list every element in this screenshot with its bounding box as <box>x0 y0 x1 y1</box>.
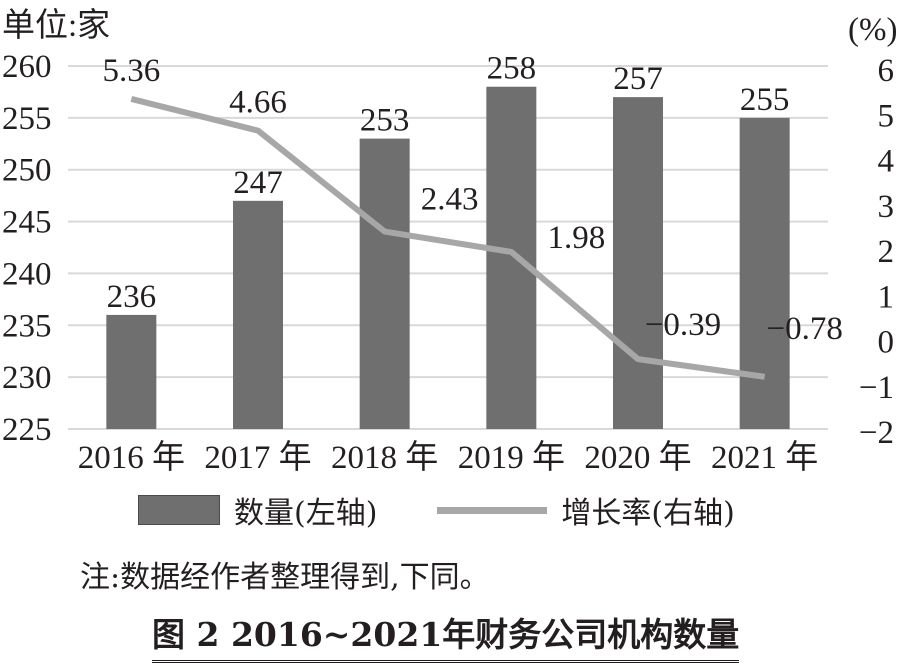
bar <box>613 97 663 429</box>
left-axis-ticks: 260 255 250 245 240 235 230 225 <box>2 49 52 448</box>
x-tick-label: 2018 年 <box>331 439 438 476</box>
right-tick-label: −1 <box>859 370 894 406</box>
bar-value-label: 236 <box>107 279 157 315</box>
legend-bar-swatch <box>138 495 220 525</box>
growth-line <box>130 96 766 380</box>
right-tick-label: 5 <box>878 98 895 134</box>
line-value-label: −0.39 <box>645 307 721 343</box>
chart-canvas: 单位:家 (%) 260 255 250 245 240 235 230 225 6 5 4 3 2 1… <box>2 7 897 476</box>
left-tick-label: 235 <box>2 308 52 344</box>
x-axis-labels: 2016 年 2017 年 2018 年 2019 年 2020 年 2021 年 <box>78 439 819 476</box>
legend-bar-label: 数量(左轴) <box>234 496 378 531</box>
left-tick-label: 255 <box>2 101 52 137</box>
legend: 数量(左轴) 增长率(右轴) <box>138 488 735 532</box>
bar <box>486 86 537 429</box>
left-tick-label: 260 <box>2 49 52 85</box>
bar-value-label: 247 <box>233 165 283 201</box>
left-axis-unit-label: 单位:家 <box>2 7 110 44</box>
line-value-label: 1.98 <box>547 220 605 256</box>
right-axis-unit-label: (%) <box>848 12 897 48</box>
left-tick-label: 225 <box>2 412 52 448</box>
legend-line-label: 增长率(右轴) <box>561 496 735 531</box>
x-tick-label: 2016 年 <box>78 439 185 476</box>
line-value-label: 5.36 <box>102 53 160 89</box>
bar-value-label: 257 <box>613 61 663 97</box>
line-value-label: 4.66 <box>229 85 287 121</box>
right-tick-label: 3 <box>878 189 895 225</box>
right-tick-label: 6 <box>878 53 895 89</box>
bar-value-label: 258 <box>487 51 537 87</box>
line-series: 5.36 4.66 2.43 1.98 −0.39 −0.78 <box>102 53 843 380</box>
left-tick-label: 250 <box>2 153 52 189</box>
x-tick-label: 2021 年 <box>711 439 818 476</box>
bar <box>106 314 157 429</box>
chart-note: 注:数据经作者整理得到,下同。 <box>80 560 490 595</box>
left-tick-label: 240 <box>2 256 52 292</box>
right-tick-label: 2 <box>878 234 895 270</box>
bar <box>359 138 410 429</box>
line-value-label: 2.43 <box>421 182 479 218</box>
x-tick-label: 2019 年 <box>458 439 565 476</box>
right-tick-label: −2 <box>859 415 894 451</box>
bar-value-label: 253 <box>360 103 410 139</box>
bar-value-label: 255 <box>740 82 790 118</box>
left-tick-label: 230 <box>2 360 52 396</box>
right-axis-ticks: 6 5 4 3 2 1 0 −1 −2 <box>859 53 894 451</box>
x-tick-label: 2020 年 <box>584 439 691 476</box>
right-tick-label: 4 <box>878 144 895 180</box>
bar <box>233 200 283 429</box>
right-tick-label: 1 <box>878 279 895 315</box>
line-value-label: −0.78 <box>766 311 842 347</box>
gridlines <box>68 65 828 430</box>
bar <box>739 117 790 429</box>
legend-line-swatch <box>437 506 548 514</box>
left-tick-label: 245 <box>2 205 52 241</box>
figure-caption: 图 2 2016~2021年财务公司机构数量 <box>152 608 740 663</box>
right-tick-label: 0 <box>878 325 895 361</box>
x-tick-label: 2017 年 <box>204 439 311 476</box>
